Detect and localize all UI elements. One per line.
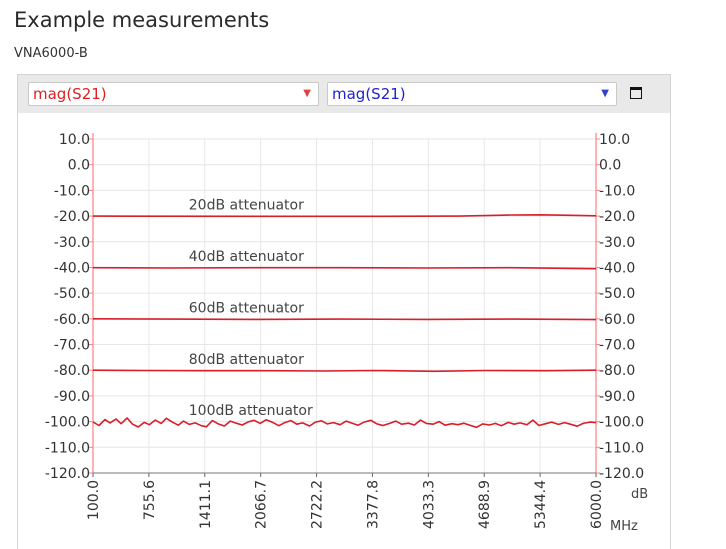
y-tick-label-right: -60.0 [599,312,635,328]
trace-line-2 [92,266,597,270]
x-tick-label: 4688.9 [477,480,493,529]
dropdown-arrow-icon: ▼ [303,88,311,99]
right-trace-select[interactable]: mag(S21) ▼ [327,82,617,106]
y-tick-label-right: -90.0 [599,389,635,405]
y-tick-label-left: -100.0 [45,415,90,431]
y-tick-label-right: -40.0 [599,260,635,276]
x-tick-label: 2066.7 [254,480,270,529]
y-tick-label-left: -20.0 [54,209,90,225]
x-tick-label: 2722.2 [310,480,326,529]
left-trace-label: mag(S21) [33,85,107,103]
annotation-label: 100dB attenuator [189,403,313,419]
y-tick-label-right: -20.0 [599,209,635,225]
y-tick-label-right: 0.0 [599,158,621,174]
y-tick-label-left: -70.0 [54,338,90,354]
y-tick-label-right: -10.0 [599,183,635,199]
y-tick-label-left: 10.0 [59,132,90,148]
x-tick-label: 100.0 [86,480,102,520]
chart-toolbar: mag(S21) ▼ mag(S21) ▼ [18,75,670,113]
annotation-label: 80dB attenuator [189,352,304,368]
y-tick-label-left: -80.0 [54,363,90,379]
x-unit-label: MHz [610,519,638,534]
y-tick-label-left: -110.0 [45,440,90,456]
y-tick-label-right: 10.0 [599,132,630,148]
annotation-label: 20dB attenuator [189,198,304,214]
y-tick-label-right: -120.0 [599,466,644,482]
y-tick-label-right: -50.0 [599,286,635,302]
dropdown-arrow-icon: ▼ [601,88,609,99]
x-tick-label: 3377.8 [365,480,381,529]
y-tick-label-right: -100.0 [599,415,644,431]
trace-line-5 [92,417,597,429]
trace-line-4 [92,369,597,373]
maximize-button[interactable] [627,85,645,103]
y-unit-label: dB [631,487,648,502]
y-tick-label-left: -40.0 [54,260,90,276]
y-tick-label-left: 0.0 [68,158,90,174]
y-tick-label-left: -60.0 [54,312,90,328]
right-trace-label: mag(S21) [332,85,406,103]
trace-line-1 [92,214,597,218]
y-tick-label-left: -90.0 [54,389,90,405]
y-tick-label-right: -110.0 [599,440,644,456]
x-tick-label: 755.6 [142,480,158,520]
y-tick-label-left: -50.0 [54,286,90,302]
y-tick-label-left: -30.0 [54,235,90,251]
page-subtitle: VNA6000-B [14,46,88,61]
y-tick-label-right: -30.0 [599,235,635,251]
x-tick-label: 6000.0 [589,480,605,529]
x-tick-label: 5344.4 [533,480,549,529]
trace-line-3 [92,318,597,321]
annotation-label: 60dB attenuator [189,300,304,316]
maximize-icon [630,87,642,99]
annotation-label: 40dB attenuator [189,249,304,265]
x-tick-label: 4033.3 [421,480,437,529]
x-tick-label: 1411.1 [198,480,214,529]
chart-plot: 10.0 10.0 0.0 0.0 -10.0 -10.0 -20.0 -20.0 -30.0 -… [45,132,648,534]
y-tick-label-right: -70.0 [599,338,635,354]
chart-panel: mag(S21) ▼ mag(S21) ▼ 10.0 10.0 0.0 0.0 -10.… [17,74,671,549]
y-tick-label-right: -80.0 [599,363,635,379]
y-tick-label-left: -120.0 [45,466,90,482]
left-trace-select[interactable]: mag(S21) ▼ [28,82,319,106]
y-tick-label-left: -10.0 [54,183,90,199]
page-title: Example measurements [14,8,270,32]
